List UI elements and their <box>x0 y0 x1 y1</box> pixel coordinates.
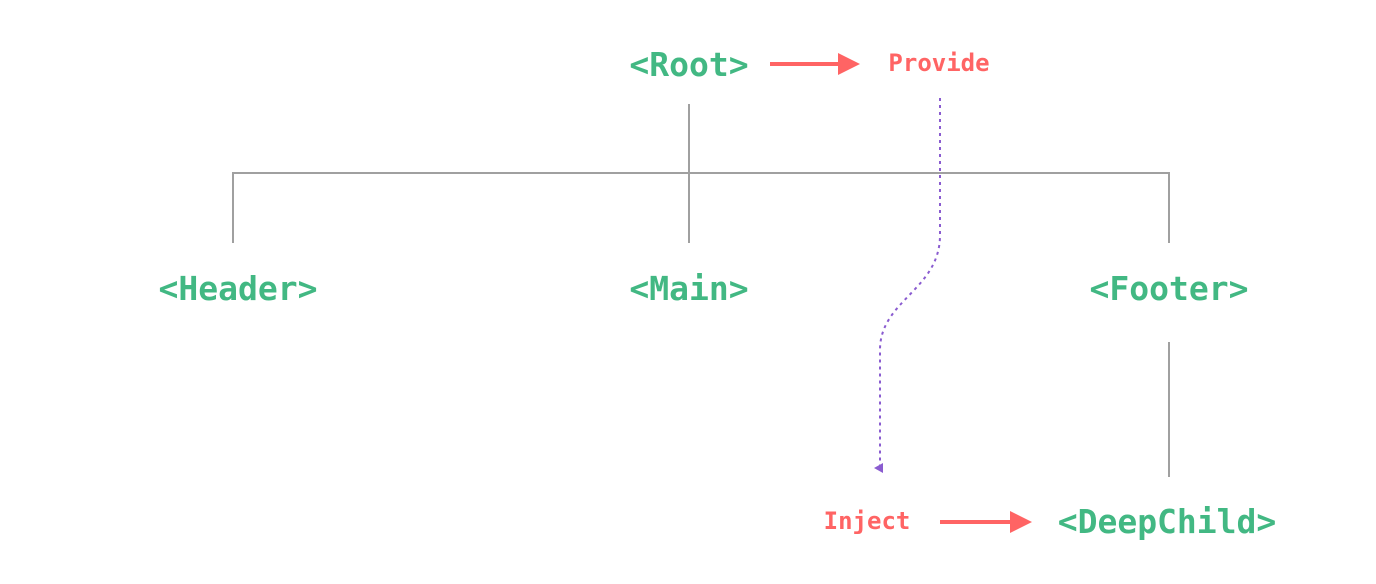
provide-label: Provide <box>888 49 989 77</box>
header-node: <Header> <box>159 269 318 308</box>
inject-arrow <box>940 511 1032 533</box>
footer-node: <Footer> <box>1090 269 1249 308</box>
provide-arrow <box>770 53 860 75</box>
tree-connectors <box>232 104 1170 477</box>
main-node: <Main> <box>629 269 748 308</box>
deep-child-node: <DeepChild> <box>1058 502 1277 541</box>
inject-label: Inject <box>824 507 911 535</box>
root-node: <Root> <box>629 45 748 84</box>
injection-flow-dashed-arrow <box>874 98 941 473</box>
root-children-bracket <box>232 172 1170 243</box>
